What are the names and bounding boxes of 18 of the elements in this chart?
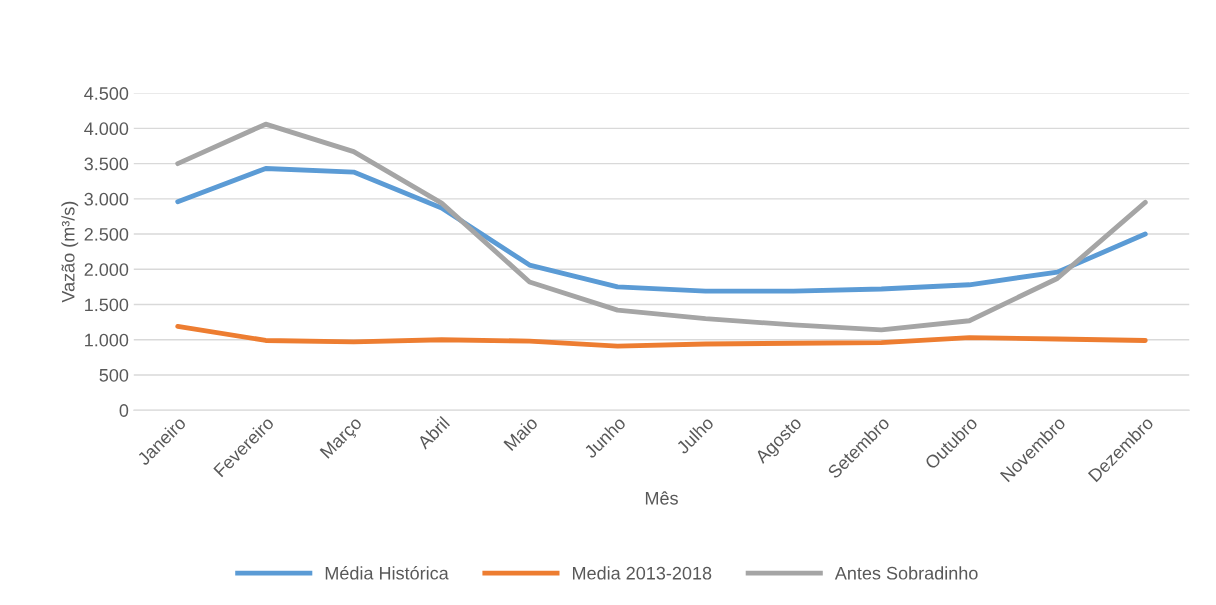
y-tick-label: 4.500 — [84, 87, 129, 100]
y-tick-label: 1.000 — [85, 333, 129, 347]
y-tick-label: 500 — [99, 368, 129, 382]
y-tick-label: 2.500 — [84, 228, 129, 241]
legend-label: Antes Sobradinho — [834, 566, 978, 580]
y-axis-title: Vazão (m³/s) — [61, 201, 79, 303]
line-series — [175, 166, 1148, 294]
legend-label: Média Histórica — [325, 566, 449, 580]
line-series — [175, 323, 1148, 349]
y-tick-label: 3.000 — [84, 192, 129, 206]
legend-label: Media 2013-2018 — [572, 566, 712, 580]
y-tick-label: 1.500 — [85, 298, 129, 312]
y-tick-label: 0 — [119, 404, 129, 417]
y-tick-label: 3.500 — [84, 157, 129, 171]
y-tick-label: 2.000 — [84, 263, 129, 277]
y-tick-label: 4.000 — [84, 122, 129, 136]
x-axis-title: Mês — [645, 491, 678, 505]
line-series — [175, 121, 1148, 333]
